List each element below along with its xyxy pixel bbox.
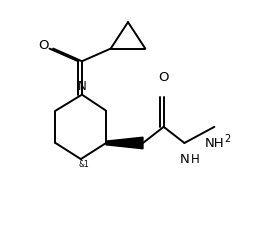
Polygon shape bbox=[106, 137, 143, 149]
Text: NH: NH bbox=[205, 137, 224, 150]
Text: H: H bbox=[191, 153, 200, 166]
Text: N: N bbox=[179, 153, 189, 166]
Text: 2: 2 bbox=[225, 134, 231, 144]
Text: O: O bbox=[158, 71, 169, 84]
Text: &1: &1 bbox=[79, 160, 90, 169]
Text: O: O bbox=[39, 39, 49, 52]
Text: N: N bbox=[78, 80, 86, 93]
